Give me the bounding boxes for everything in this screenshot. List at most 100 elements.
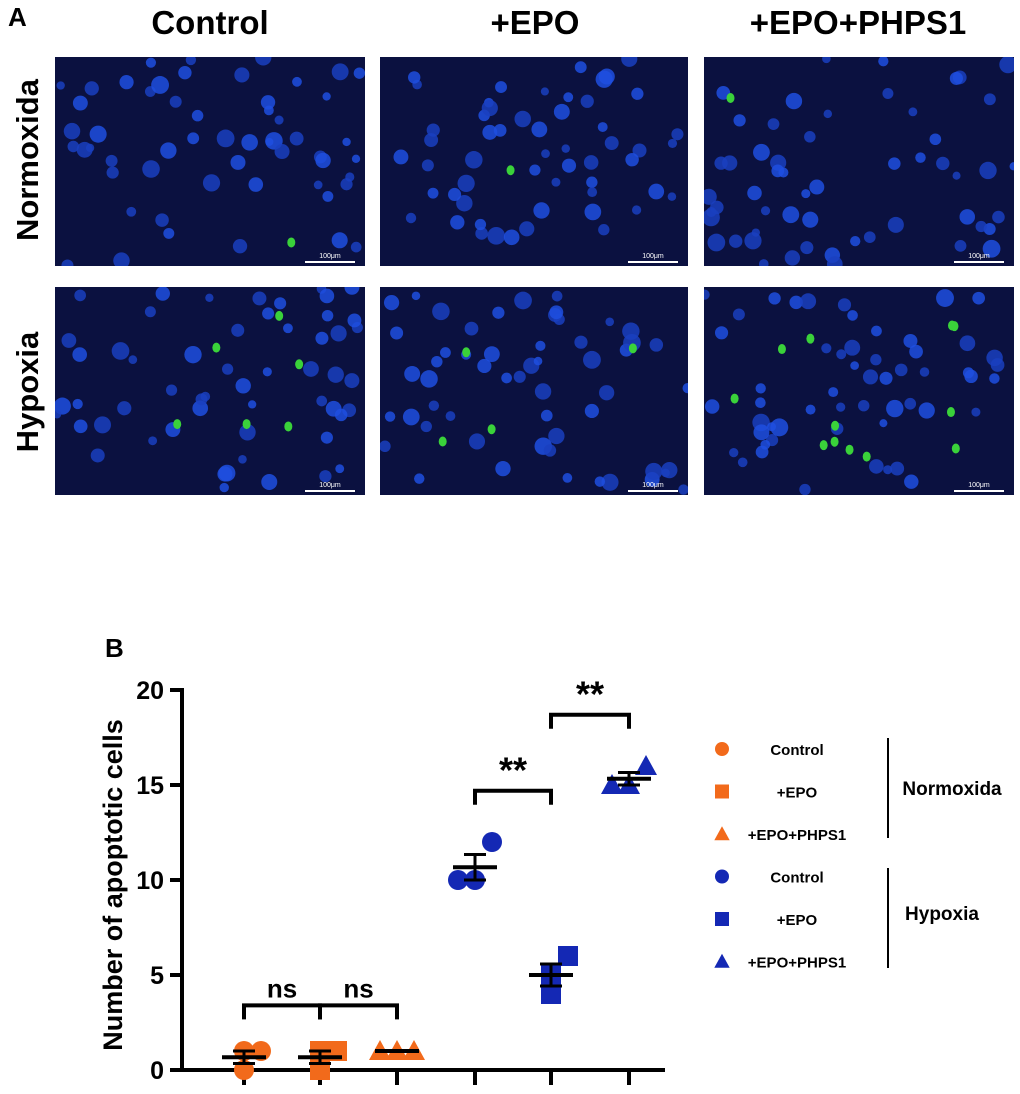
scale-bar-label: 100μm	[319, 482, 341, 489]
nucleus	[145, 57, 157, 68]
legend-marker	[715, 784, 729, 799]
legend-group-hypoxia: Hypoxia	[905, 904, 979, 925]
nucleus	[604, 136, 619, 151]
nucleus	[85, 143, 95, 153]
nucleus	[380, 440, 391, 453]
nucleus	[869, 459, 884, 474]
column-title-control: Control	[151, 4, 269, 41]
nucleus	[823, 109, 833, 119]
nucleus	[142, 160, 160, 178]
apoptotic-cell	[862, 451, 871, 462]
apoptotic-cell	[819, 440, 828, 451]
nucleus	[163, 227, 175, 239]
nucleus	[315, 331, 329, 345]
apoptotic-cell	[295, 359, 304, 370]
nucleus	[185, 57, 197, 66]
nucleus	[393, 149, 409, 165]
nucleus	[767, 118, 780, 130]
significance-label: **	[576, 674, 604, 715]
nucleus	[605, 317, 615, 327]
nucleus	[936, 156, 950, 171]
nucleus	[682, 382, 688, 394]
nucleus	[440, 347, 451, 358]
scale-bar: 100μm	[628, 253, 678, 263]
nucleus	[595, 70, 613, 88]
nucleus	[61, 259, 74, 266]
nucleus	[678, 484, 688, 495]
nucleus	[74, 289, 87, 302]
nucleus	[334, 408, 348, 422]
legend-entry: +EPO	[777, 785, 818, 802]
significance-bracket	[473, 788, 553, 805]
nucleus	[551, 290, 563, 302]
nucleus	[219, 482, 229, 493]
nucleus	[160, 142, 177, 159]
nucleus	[621, 57, 638, 67]
nucleus	[983, 93, 996, 106]
column-title-epo: +EPO	[490, 4, 580, 41]
nucleus	[72, 347, 88, 362]
nucleus	[457, 174, 475, 192]
scale-bar: 100μm	[954, 482, 1004, 492]
nucleus	[667, 138, 678, 149]
apoptotic-cell	[462, 347, 471, 358]
nucleus	[549, 305, 564, 320]
nucleus	[426, 123, 440, 137]
nucleus	[56, 81, 65, 90]
apoptotic-cells-chart: 0 5 10 15 20 Number of apoptotic cells ns ns ** *…	[98, 674, 1002, 1085]
apoptotic-cell	[487, 424, 496, 435]
nucleus	[716, 85, 731, 100]
nucleus	[519, 221, 535, 237]
nucleus	[879, 419, 888, 428]
nucleus	[729, 447, 739, 458]
nucleus	[768, 292, 781, 305]
nucleus	[465, 151, 483, 169]
nucleus	[584, 203, 602, 221]
scale-bar-label: 100μm	[968, 253, 990, 260]
nucleus	[836, 349, 847, 360]
nucleus	[714, 326, 729, 340]
y-tick-label: 5	[150, 962, 164, 990]
nucleus	[353, 67, 365, 79]
apoptotic-cell	[726, 93, 735, 104]
row-title-normoxida: Normoxida	[10, 79, 45, 241]
nucleus	[262, 307, 275, 320]
nucleus	[202, 174, 221, 192]
nucleus	[551, 177, 561, 187]
scale-bar: 100μm	[954, 253, 1004, 263]
nucleus	[195, 393, 208, 406]
nucleus	[327, 366, 344, 383]
nucleus	[347, 313, 362, 328]
nucleus	[890, 461, 905, 476]
significance-bracket	[318, 1003, 399, 1020]
column-title-epo-phps1: +EPO+PHPS1	[749, 4, 967, 41]
nucleus	[475, 227, 488, 240]
nucleus	[487, 226, 506, 245]
nucleus	[235, 378, 251, 394]
nucleus	[402, 408, 420, 426]
scale-bar-label: 100μm	[642, 482, 664, 489]
nucleus	[586, 176, 598, 188]
nucleus	[274, 144, 290, 160]
nucleus	[316, 395, 328, 407]
nucleus	[155, 213, 169, 227]
nucleus	[148, 436, 158, 446]
nucleus	[760, 206, 771, 216]
nucleus	[584, 403, 599, 419]
nucleus	[574, 335, 588, 349]
nucleus	[837, 298, 852, 312]
row-title-hypoxia: Hypoxia	[10, 331, 45, 453]
nucleus	[531, 121, 548, 138]
nucleus	[919, 367, 930, 377]
data-point	[635, 755, 657, 775]
apoptotic-cell	[275, 310, 284, 321]
nucleus	[119, 75, 134, 90]
nucleus	[55, 410, 62, 419]
nucleus	[187, 132, 200, 145]
nucleus	[799, 483, 811, 495]
nucleus	[428, 400, 440, 411]
nucleus	[770, 418, 789, 437]
nucleus	[563, 92, 574, 103]
nucleus	[802, 211, 819, 228]
nucleus	[292, 76, 302, 87]
